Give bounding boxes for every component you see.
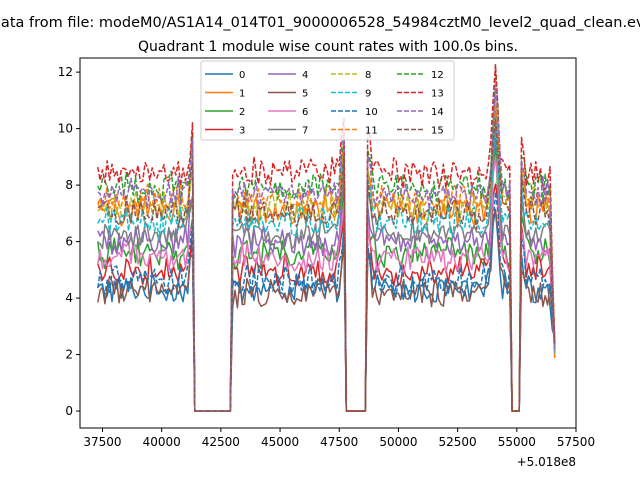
legend-label-12: 12 xyxy=(431,70,444,81)
plot-frame xyxy=(79,57,577,429)
x-tick-label: 55000 xyxy=(498,435,536,449)
y-tick-label: 10 xyxy=(58,122,73,136)
legend-label-2: 2 xyxy=(239,107,245,118)
x-tick-label: 40000 xyxy=(143,435,181,449)
legend-label-0: 0 xyxy=(239,70,245,81)
legend-label-8: 8 xyxy=(365,70,371,81)
legend-label-15: 15 xyxy=(431,126,444,137)
y-tick-label: 0 xyxy=(65,404,73,418)
series-lines xyxy=(97,63,556,412)
y-tick-label: 8 xyxy=(65,178,73,192)
x-tick-label: 45000 xyxy=(261,435,299,449)
x-offset-label: +5.018e8 xyxy=(517,455,576,469)
x-tick-label: 50000 xyxy=(379,435,417,449)
legend-label-10: 10 xyxy=(365,107,378,118)
legend-label-13: 13 xyxy=(431,89,444,100)
legend-label-6: 6 xyxy=(302,107,308,118)
y-tick-label: 2 xyxy=(65,348,73,362)
series-line-10 xyxy=(97,191,556,412)
legend-label-5: 5 xyxy=(302,89,308,100)
y-tick-label: 12 xyxy=(58,65,73,79)
y-axis: 0 2 4 6 8 10 12 xyxy=(58,65,80,418)
legend-label-1: 1 xyxy=(239,89,245,100)
x-tick-label: 47500 xyxy=(320,435,358,449)
series-line-13 xyxy=(97,63,556,412)
series-line-2 xyxy=(97,141,556,412)
series-line-6 xyxy=(97,156,556,412)
x-tick-label: 42500 xyxy=(202,435,240,449)
series-line-7 xyxy=(97,124,556,412)
series-line-9 xyxy=(97,110,556,412)
chart-title: Quadrant 1 module wise count rates with … xyxy=(138,39,518,55)
legend-label-11: 11 xyxy=(365,126,378,137)
x-axis: 37500 40000 42500 45000 47500 50000 52500 55000… xyxy=(83,428,595,449)
legend-frame xyxy=(200,60,455,141)
legend-label-3: 3 xyxy=(239,126,245,137)
legend-label-14: 14 xyxy=(431,107,444,118)
x-tick-label: 37500 xyxy=(83,435,121,449)
legend-label-7: 7 xyxy=(302,126,308,137)
y-tick-label: 6 xyxy=(65,235,73,249)
legend-label-4: 4 xyxy=(302,70,308,81)
series-line-14 xyxy=(97,83,556,412)
series-line-12 xyxy=(97,67,556,412)
legend-label-9: 9 xyxy=(365,89,371,100)
suptitle: Data from file: modeM0/AS1A14_014T01_900… xyxy=(0,15,640,31)
series-line-3 xyxy=(97,183,556,412)
series-line-15 xyxy=(97,118,556,412)
x-tick-label: 57500 xyxy=(557,435,595,449)
y-tick-label: 4 xyxy=(65,291,73,305)
x-tick-label: 52500 xyxy=(439,435,477,449)
